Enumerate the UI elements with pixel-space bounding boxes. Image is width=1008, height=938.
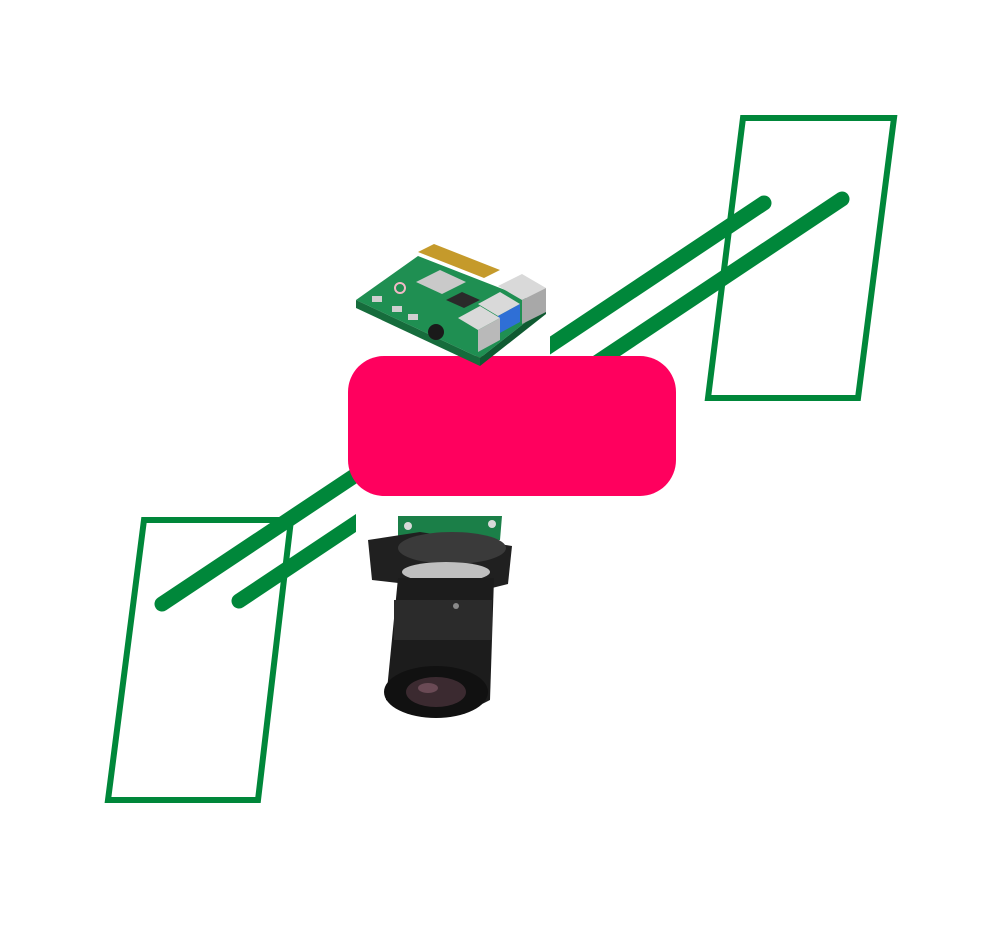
right-panel	[704, 115, 898, 401]
usb-port-1	[478, 292, 520, 316]
gpio-header	[418, 244, 500, 278]
lens-focus-ring	[394, 600, 492, 640]
camera-pcb-hole-right	[488, 520, 496, 528]
left-panel	[104, 517, 295, 803]
raspberry-pi-board-icon	[356, 244, 546, 366]
ethernet-port	[498, 274, 546, 300]
usb-port-2	[458, 306, 500, 330]
ethernet-port-front	[522, 288, 546, 324]
lens-screw	[453, 603, 459, 609]
camera-lens-icon	[368, 516, 512, 718]
audio-jack	[428, 324, 444, 340]
soc-chip	[416, 270, 466, 294]
camera-pcb-hole-left	[404, 522, 412, 530]
lens-ring-silver	[402, 562, 490, 582]
usb-port-2-front	[478, 318, 500, 352]
power-port	[372, 296, 382, 302]
lens-glass	[406, 677, 466, 707]
ram-chip	[446, 292, 480, 308]
board-edge	[356, 300, 480, 366]
board-edge-right	[480, 306, 546, 366]
lens-glare	[418, 683, 438, 693]
lens-ring-top	[398, 532, 506, 564]
usb-port-1-front	[498, 304, 520, 334]
hdmi-port-2	[408, 314, 418, 320]
logo-mark	[394, 282, 406, 294]
center-block	[348, 356, 676, 496]
hdmi-port-1	[392, 306, 402, 312]
